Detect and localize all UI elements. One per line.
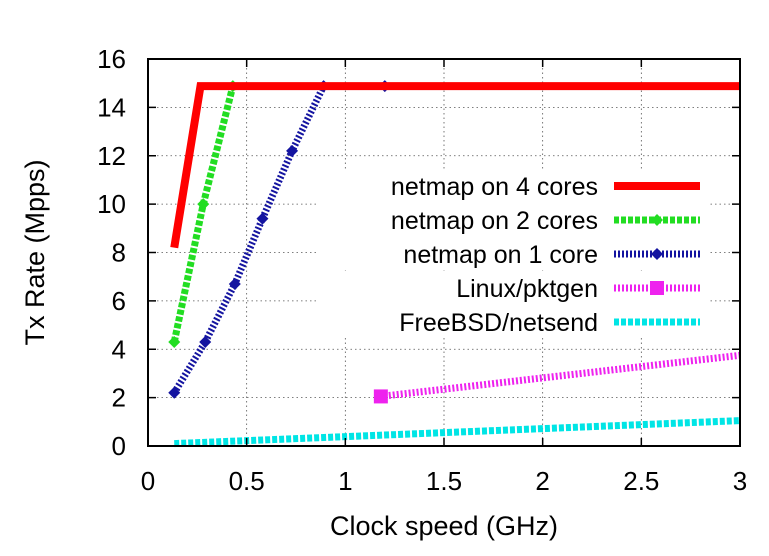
series-line-freebsd-netsend (174, 417, 741, 448)
data-point-netmap-on-1-core (228, 277, 241, 290)
legend-label: netmap on 2 cores (391, 207, 598, 235)
legend-marker (651, 248, 663, 260)
x-tick-label: 1 (338, 466, 352, 496)
series-line-netmap-on-2-cores (170, 82, 740, 343)
axis-ticks: 0 0.5 1 1.5 2 2.5 3 0 2 4 6 8 10 12 14 16 (97, 44, 747, 496)
series-layer (168, 80, 741, 448)
y-tick-label: 16 (97, 44, 126, 74)
series-line-netmap-on-4-cores (170, 82, 740, 249)
data-point-linux-pktgen (373, 389, 388, 404)
data-point-netmap-on-1-core (199, 335, 212, 348)
data-point-netmap-on-1-core (256, 212, 269, 225)
legend-label: Linux/pktgen (456, 275, 598, 303)
y-tick-label: 6 (112, 286, 126, 316)
y-tick-label: 10 (97, 189, 126, 219)
x-tick-label: 0 (141, 466, 155, 496)
legend: netmap on 4 cores netmap on 2 cores netmap… (318, 169, 708, 338)
y-tick-label: 2 (112, 383, 126, 413)
series-line-linux-pktgen (380, 351, 741, 400)
x-axis-title: Clock speed (GHz) (330, 511, 558, 541)
data-point-netmap-on-2-cores (168, 335, 181, 348)
legend-marker (651, 214, 663, 226)
x-tick-label: 2 (535, 466, 549, 496)
data-point-netmap-on-1-core (286, 144, 299, 157)
legend-label: FreeBSD/netsend (399, 309, 598, 337)
y-tick-label: 8 (112, 238, 126, 268)
x-tick-label: 1.5 (426, 466, 462, 496)
x-tick-label: 0.5 (229, 466, 265, 496)
y-axis-title: Tx Rate (Mpps) (20, 159, 50, 345)
y-tick-label: 14 (97, 92, 126, 122)
data-point-netmap-on-1-core (168, 386, 181, 399)
y-tick-label: 0 (112, 431, 126, 461)
x-tick-label: 2.5 (623, 466, 659, 496)
x-tick-label: 3 (733, 466, 747, 496)
y-tick-label: 12 (97, 141, 126, 171)
data-point-netmap-on-2-cores (197, 198, 210, 211)
legend-label: netmap on 1 core (403, 241, 598, 269)
legend-marker (650, 281, 664, 295)
y-tick-label: 4 (112, 334, 126, 364)
legend-label: netmap on 4 cores (391, 173, 598, 201)
